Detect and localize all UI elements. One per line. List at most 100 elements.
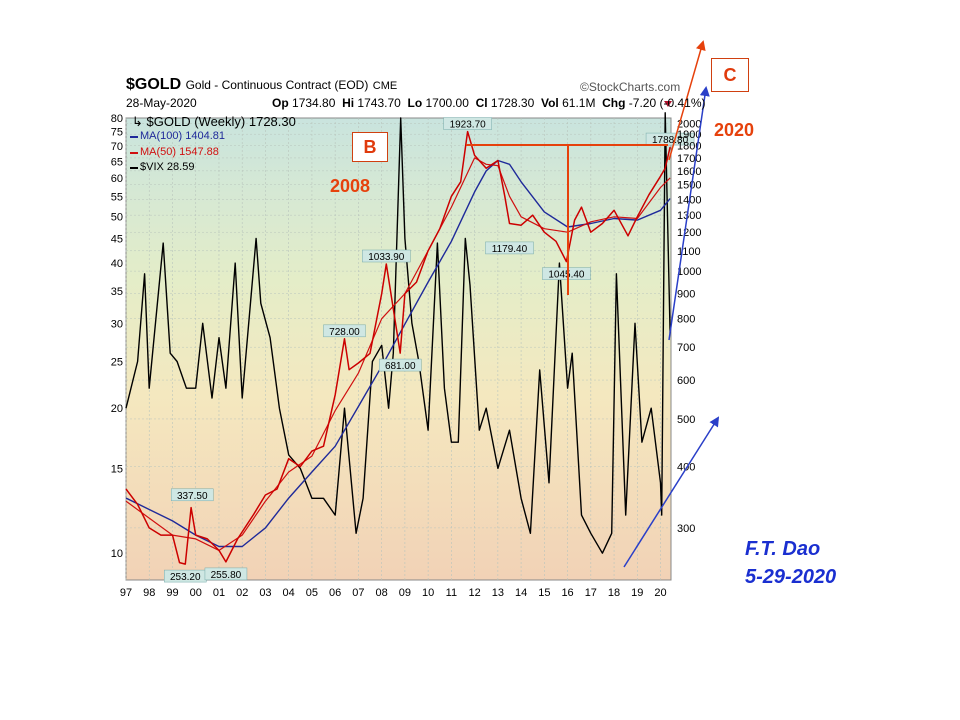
right-tick-label: 1800: [677, 141, 701, 153]
gold-weekly-line: [125, 130, 671, 565]
x-tick-label: 06: [329, 587, 341, 599]
right-tick-label: 500: [677, 414, 695, 426]
chart-title-row: $GOLD Gold - Continuous Contract (EOD) C…: [126, 76, 397, 94]
price-label: 1788.80: [652, 135, 689, 146]
price-label-box: [323, 324, 366, 338]
price-label: 1045.40: [548, 270, 585, 281]
date: 28-May-2020: [126, 96, 197, 110]
year-2020-label: 2020: [714, 120, 755, 140]
price-label-box: [378, 358, 422, 372]
price-label: 1923.70: [450, 120, 487, 131]
hi-value: 1743.70: [357, 96, 401, 110]
x-tick-label: 07: [352, 587, 364, 599]
vix-line: [125, 112, 671, 554]
price-label-box: [485, 241, 534, 255]
left-tick-label: 25: [111, 356, 123, 368]
ohlc-row: Op 1734.80 Hi 1743.70 Lo 1700.00 Cl 1728…: [272, 96, 706, 110]
price-label: 1179.40: [492, 244, 528, 255]
x-tick-label: 05: [306, 587, 318, 599]
exchange: CME: [372, 80, 398, 92]
blue-arrow-lower: [623, 416, 720, 568]
blue-arrow-upper: [668, 86, 710, 341]
price-label: 1033.90: [368, 252, 405, 263]
left-tick-label: 45: [111, 233, 123, 245]
dropdown-triangle-icon: [664, 101, 672, 107]
red-arrow: [668, 40, 706, 161]
x-tick-label: 12: [468, 587, 480, 599]
price-label: 681.00: [385, 361, 416, 372]
lo-value: 1700.00: [425, 96, 469, 110]
symbol: $GOLD: [126, 76, 182, 93]
cl-label: Cl: [475, 96, 488, 110]
right-axis-ticks: 3004005006007008009001000110012001300140…: [677, 118, 701, 535]
price-label: 255.80: [211, 570, 242, 581]
x-tick-label: 97: [120, 587, 132, 599]
wave-c-label: C: [711, 58, 749, 92]
left-axis-ticks: 10 15 20 25 30 35 40 45 50 55 60 65 70 75 80: [111, 113, 123, 560]
x-tick-label: 99: [166, 587, 178, 599]
x-tick-label: 10: [422, 587, 434, 599]
legend-ma50: MA(50) 1547.88: [140, 146, 219, 158]
x-tick-label: 04: [283, 587, 295, 599]
left-tick-label: 35: [111, 286, 123, 298]
left-tick-label: 10: [111, 548, 123, 560]
x-tick-label: 17: [585, 587, 597, 599]
chg-label: Chg: [602, 96, 626, 110]
x-tick-label: 09: [399, 587, 411, 599]
x-tick-label: 16: [561, 587, 573, 599]
left-tick-label: 60: [111, 173, 123, 185]
right-tick-label: 600: [677, 375, 695, 387]
description: Gold - Continuous Contract (EOD): [185, 78, 369, 92]
vol-label: Vol: [540, 96, 559, 110]
right-tick-label: 1300: [677, 210, 701, 222]
price-label-box: [362, 249, 411, 263]
price-label-box: [204, 567, 248, 581]
x-tick-label: 00: [190, 587, 202, 599]
price-label-box: [170, 488, 214, 502]
right-tick-label: 1000: [677, 266, 701, 278]
legend-gold-label: $GOLD (Weekly) 1728.30: [146, 114, 296, 129]
x-tick-label: 14: [515, 587, 527, 599]
x-tick-label: 08: [376, 587, 388, 599]
right-tick-label: 1200: [677, 227, 701, 239]
cl-value: 1728.30: [490, 96, 535, 110]
x-tick-label: 15: [538, 587, 550, 599]
left-tick-label: 65: [111, 156, 123, 168]
vol-value: 61.1M: [562, 96, 596, 110]
left-tick-label: 30: [111, 318, 123, 330]
vix-series: [125, 112, 671, 554]
price-label: 253.20: [170, 572, 201, 583]
op-label: Op: [272, 96, 289, 110]
right-tick-label: 900: [677, 289, 695, 301]
op-value: 1734.80: [292, 96, 336, 110]
legend-ma100: MA(100) 1404.81: [140, 130, 225, 142]
left-tick-label: 15: [111, 463, 123, 475]
right-tick-label: 800: [677, 314, 695, 326]
x-tick-label: 19: [631, 587, 643, 599]
gold-series: [125, 130, 671, 565]
chg-value: -7.20 (-0.41%): [628, 96, 706, 110]
price-label-box: [645, 132, 695, 146]
legend-vix: $VIX 28.59: [140, 161, 195, 173]
left-tick-label: 80: [111, 113, 123, 125]
price-label: 337.50: [177, 491, 208, 502]
x-tick-label: 13: [492, 587, 504, 599]
right-tick-label: 1900: [677, 129, 701, 141]
author-name: F.T. Dao: [745, 538, 821, 560]
x-axis-ticks: 97 98 99 00 01 02 03 04 05 06 07 08 09 10 11 12 13 14 15 16…: [120, 587, 667, 599]
price-labels: 337.50 253.20 255.80 728.00 1033.90 681.00 192…: [164, 117, 695, 583]
right-tick-label: 300: [677, 523, 695, 535]
left-tick-label: 75: [111, 127, 123, 139]
x-tick-label: 02: [236, 587, 248, 599]
x-tick-label: 03: [259, 587, 271, 599]
year-2008-label: 2008: [330, 176, 371, 196]
left-tick-label: 40: [111, 258, 123, 270]
left-tick-label: 70: [111, 141, 123, 153]
left-tick-label: 55: [111, 191, 123, 203]
x-tick-label: 11: [446, 587, 457, 599]
hi-label: Hi: [342, 96, 355, 110]
price-label-box: [443, 117, 492, 130]
right-tick-label: 1600: [677, 166, 701, 178]
right-tick-label: 700: [677, 342, 695, 354]
